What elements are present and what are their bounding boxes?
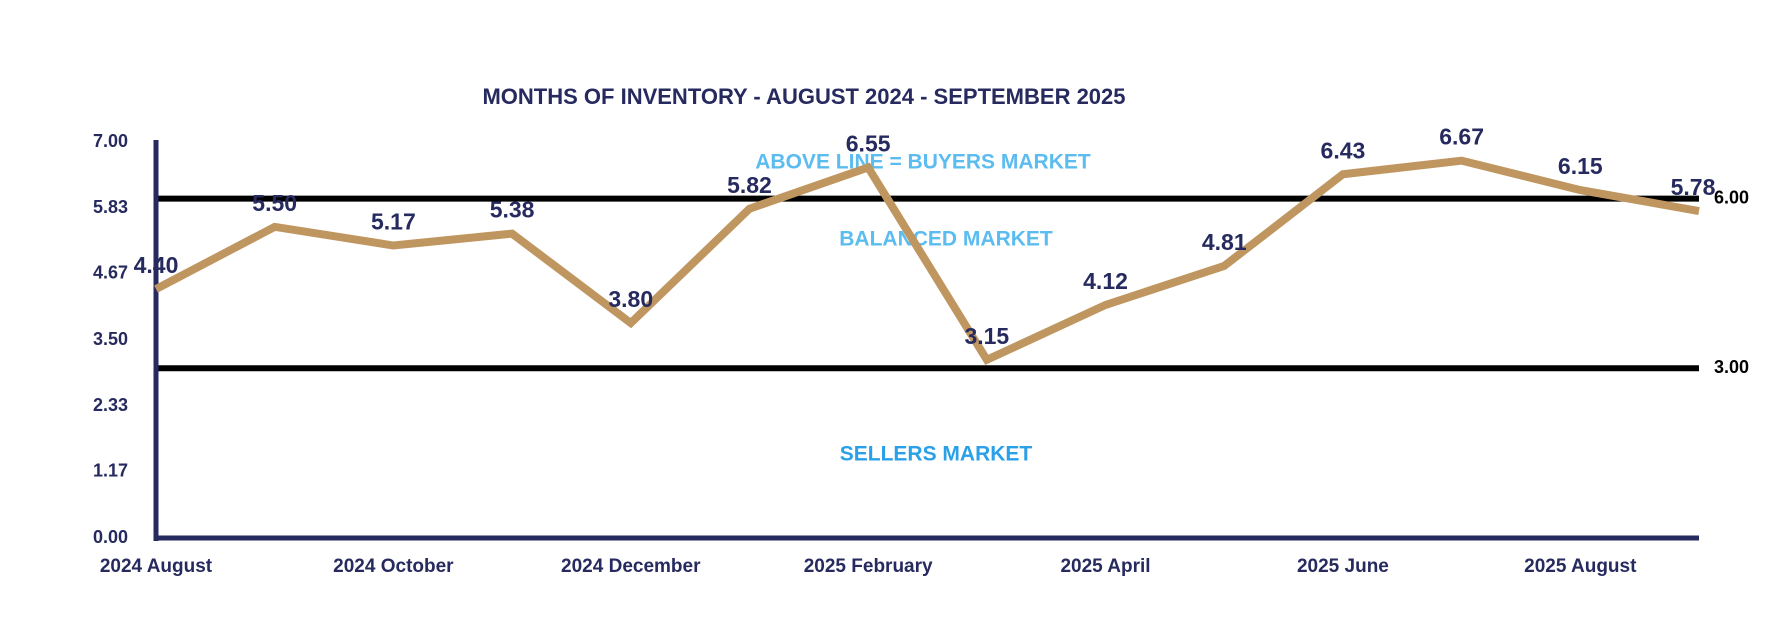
reference-label: 6.00 [1714, 187, 1749, 207]
x-tick-label: 2025 June [1297, 556, 1389, 577]
data-label: 6.55 [846, 131, 891, 157]
y-tick-label: 2.33 [93, 395, 128, 415]
x-tick-label: 2024 October [333, 556, 454, 577]
y-tick-label: 1.17 [93, 461, 128, 481]
data-label: 4.81 [1202, 229, 1247, 255]
x-tick-label: 2025 April [1060, 556, 1150, 577]
x-tick-label: 2025 August [1524, 556, 1637, 577]
data-label: 5.82 [727, 172, 772, 198]
y-tick-label: 3.50 [93, 329, 128, 349]
data-label: 4.40 [134, 252, 179, 278]
y-tick-label: 0.00 [93, 527, 128, 547]
x-tick-label: 2024 December [561, 556, 701, 577]
data-label: 3.80 [608, 286, 653, 312]
x-tick-label: 2024 August [100, 556, 213, 577]
line [154, 156, 1700, 365]
data-label: 6.15 [1558, 153, 1603, 179]
reference-label: 3.00 [1714, 357, 1749, 377]
data-label: 6.43 [1321, 137, 1366, 163]
annotation: SELLERS MARKET [840, 443, 1033, 466]
data-label: 5.17 [371, 209, 416, 235]
data-label: 4.12 [1083, 268, 1128, 294]
data-label: 5.38 [490, 197, 535, 223]
data-label: 6.67 [1439, 124, 1484, 150]
data-label: 3.15 [964, 323, 1009, 349]
y-tick-label: 5.83 [93, 197, 128, 217]
annotation: BALANCED MARKET [839, 228, 1053, 251]
data-label: 5.50 [252, 190, 297, 216]
annotation: ABOVE LINE = BUYERS MARKET [755, 151, 1091, 174]
y-tick-label: 4.67 [93, 263, 128, 283]
x-tick-label: 2025 February [804, 556, 933, 577]
chart-title: MONTHS OF INVENTORY - AUGUST 2024 - SEPT… [482, 84, 1125, 109]
data-label: 5.78 [1671, 174, 1716, 200]
y-tick-label: 7.00 [93, 131, 128, 151]
